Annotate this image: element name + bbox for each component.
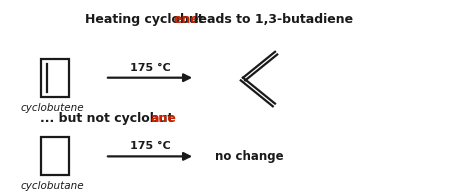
Text: cyclobutene: cyclobutene (20, 103, 84, 113)
Bar (41, 138, 69, 175)
Text: 175 °C: 175 °C (129, 141, 170, 151)
Text: cyclobutane: cyclobutane (20, 181, 84, 191)
Text: 175 °C: 175 °C (129, 63, 170, 73)
Text: Heating cyclobut: Heating cyclobut (85, 13, 204, 26)
Text: leads to 1,3-butadiene: leads to 1,3-butadiene (190, 13, 353, 26)
Bar (41, 59, 69, 97)
Text: ... but not cyclobut: ... but not cyclobut (40, 112, 173, 125)
Text: no change: no change (215, 150, 283, 163)
Text: ene: ene (173, 13, 199, 26)
Text: ane: ane (150, 112, 176, 125)
